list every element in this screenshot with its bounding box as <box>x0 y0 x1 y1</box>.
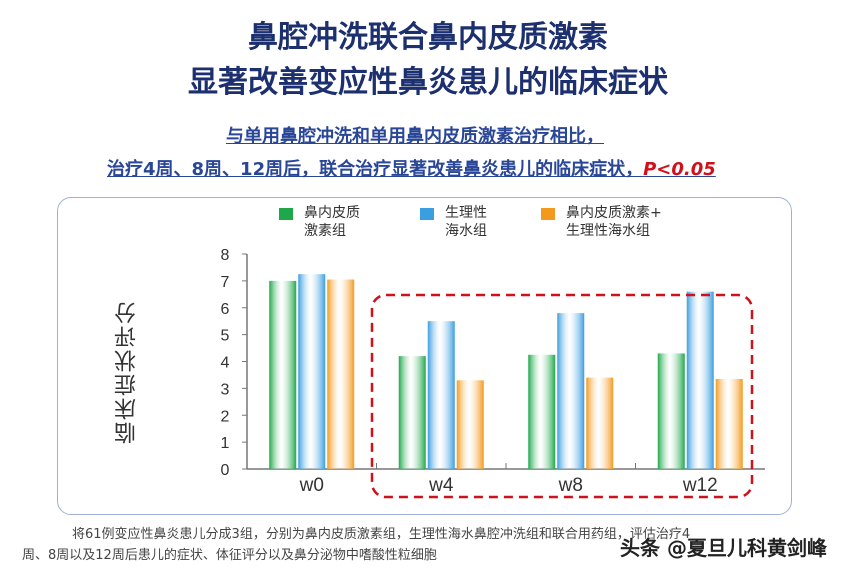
y-tick-label: 4 <box>221 355 230 372</box>
bar-w12-1 <box>686 291 714 469</box>
bar-w8-1 <box>557 313 585 469</box>
footer-line-2: 周、8周以及12周后患儿的症状、体征评分以及鼻分泌物中嗜酸性粒细胞 <box>22 548 437 563</box>
legend-swatch-2 <box>541 208 555 220</box>
y-tick-label: 8 <box>221 247 230 264</box>
title-line-1: 鼻腔冲洗联合鼻内皮质激素 <box>248 20 608 55</box>
chart-frame <box>57 197 792 515</box>
bar-w8-2 <box>586 377 614 469</box>
bar-w0-2 <box>327 279 355 469</box>
y-tick-label: 6 <box>221 301 230 318</box>
footer-line-1: 将61例变应性鼻炎患儿分成3组，分别为鼻内皮质激素组，生理性海水鼻腔冲洗组和联合… <box>72 527 691 542</box>
y-tick-label: 2 <box>221 408 230 425</box>
x-tick-label: w12 <box>682 475 718 496</box>
watermark: 头条 @夏旦儿科黄剑峰 <box>620 536 827 560</box>
subtitle-line-2: 治疗4周、8周、12周后，联合治疗显著改善鼻炎患儿的临床症状，P<0.05 <box>107 155 716 181</box>
p-value: P<0.05 <box>643 159 716 180</box>
bar-w8-0 <box>528 354 556 469</box>
bar-w12-0 <box>657 353 685 469</box>
y-tick-label: 5 <box>221 328 230 345</box>
legend-label-2: 鼻内皮质激素+ 生理性海水组 <box>566 205 662 239</box>
subtitle-text: 治疗4周、8周、12周后，联合治疗显著改善鼻炎患儿的临床症状， <box>107 159 644 180</box>
y-tick-label: 1 <box>221 435 230 452</box>
legend-swatch-1 <box>420 208 434 220</box>
y-tick-label: 3 <box>221 381 230 398</box>
bar-w0-1 <box>298 274 326 469</box>
x-tick-label: w0 <box>299 475 324 496</box>
y-tick-label: 7 <box>221 274 230 291</box>
legend-swatch-0 <box>279 208 293 220</box>
bar-w4-1 <box>427 321 455 469</box>
bar-w0-0 <box>269 280 297 469</box>
subtitle-line-1: 与单用鼻腔冲洗和单用鼻内皮质激素治疗相比， <box>226 126 604 147</box>
title-line-2: 显著改善变应性鼻炎患儿的临床症状 <box>188 65 668 100</box>
legend-label-1: 生理性 海水组 <box>445 205 487 239</box>
y-tick-label: 0 <box>221 462 230 479</box>
legend-label-0: 鼻内皮质 激素组 <box>304 205 360 239</box>
bar-w4-0 <box>398 356 426 469</box>
bar-w4-2 <box>456 380 484 469</box>
x-tick-label: w4 <box>428 475 454 496</box>
bar-w12-2 <box>715 378 743 469</box>
x-tick-label: w8 <box>558 475 583 496</box>
